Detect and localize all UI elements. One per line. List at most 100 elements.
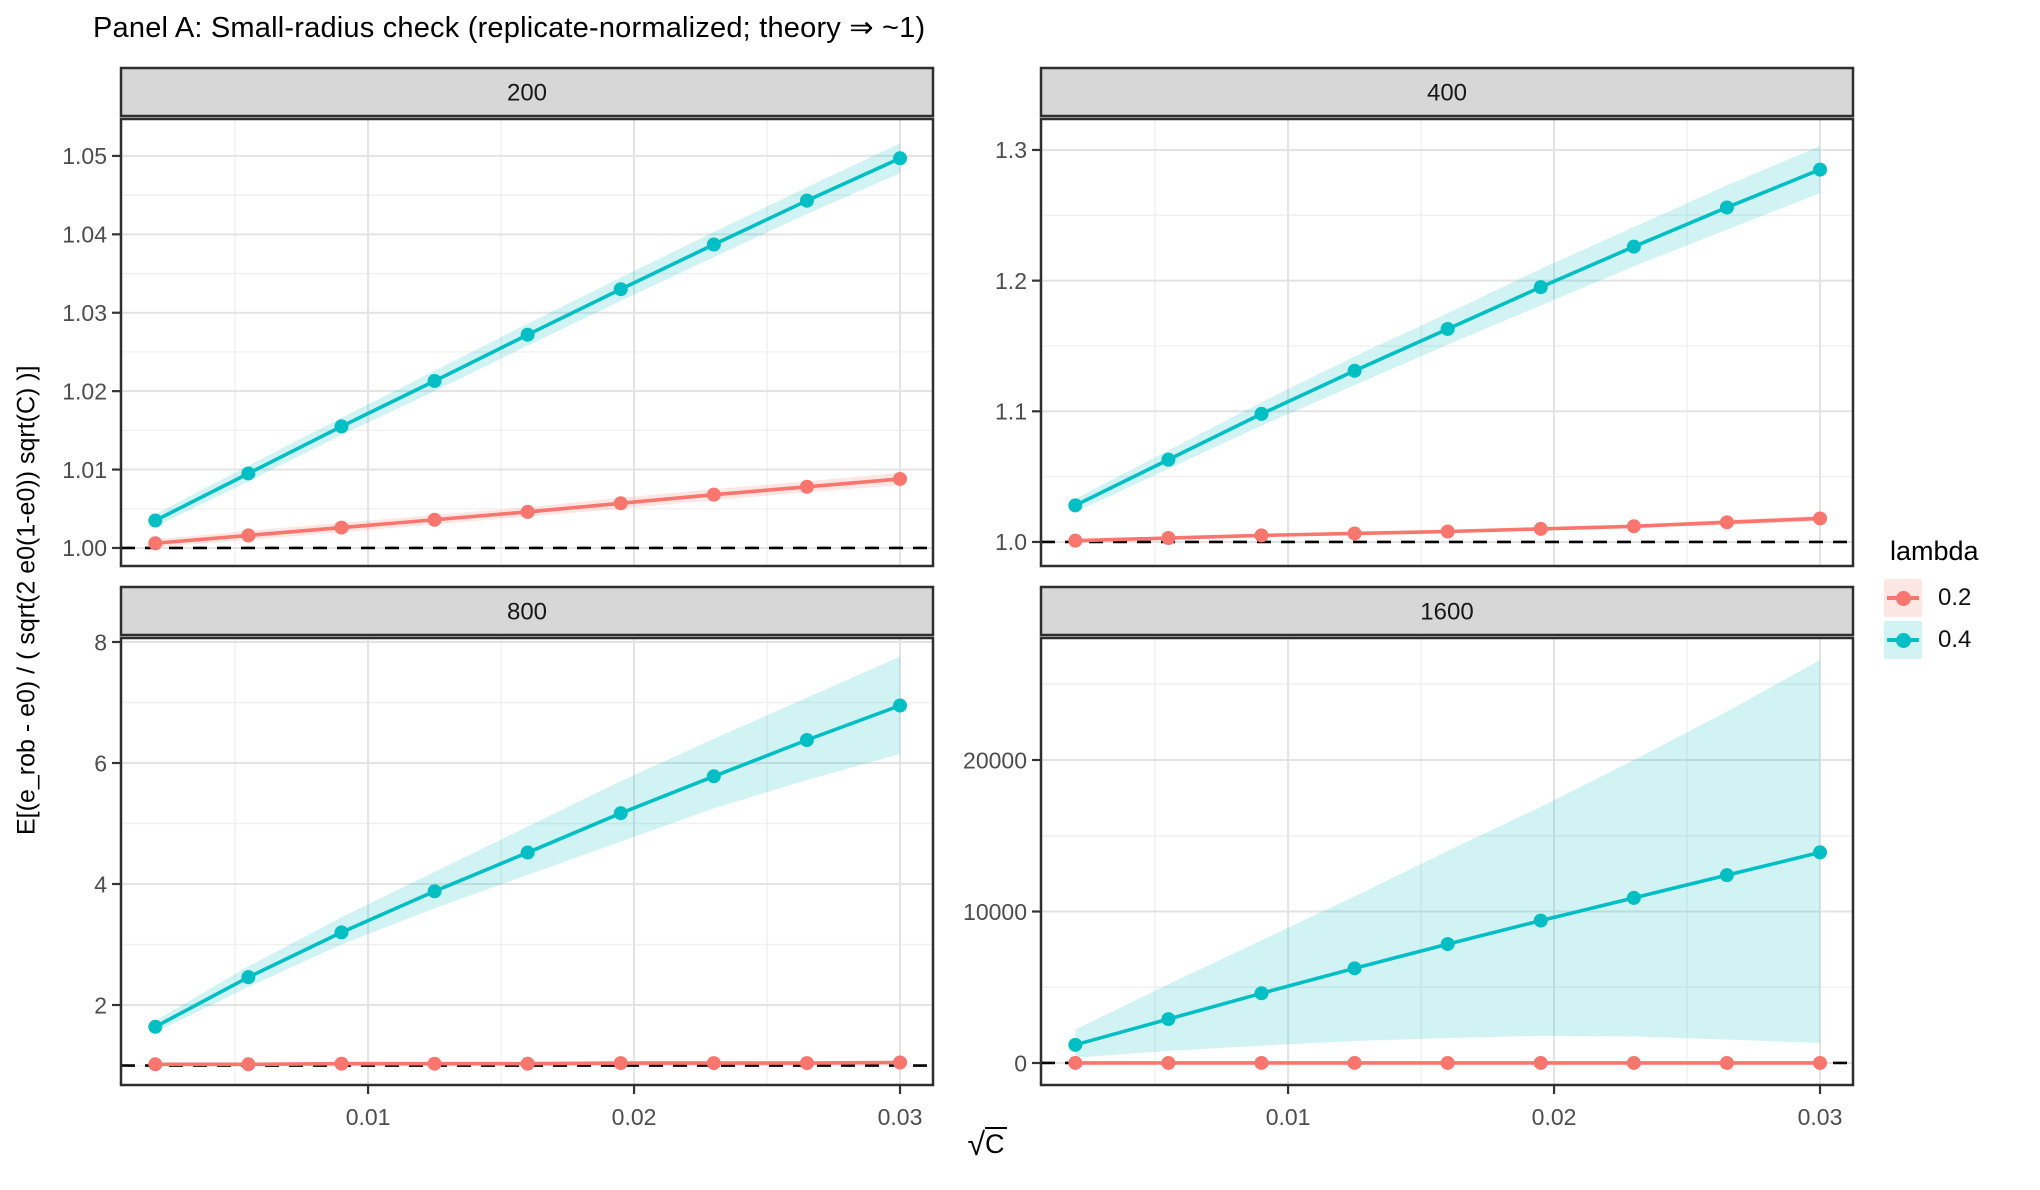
point-lambda-0.2: [241, 528, 256, 543]
point-lambda-0.4: [706, 237, 721, 252]
x-tick-label: 0.03: [1798, 1104, 1843, 1130]
point-lambda-0.4: [241, 970, 256, 985]
point-lambda-0.4: [1813, 845, 1828, 860]
point-lambda-0.4: [1626, 239, 1641, 254]
y-tick-label: 0: [1014, 1050, 1027, 1076]
point-lambda-0.4: [1719, 200, 1734, 215]
point-lambda-0.2: [706, 487, 721, 502]
point-lambda-0.4: [1533, 280, 1548, 295]
point-lambda-0.4: [334, 925, 349, 940]
y-tick-label: 1.2: [995, 268, 1027, 294]
point-lambda-0.4: [893, 698, 908, 713]
point-lambda-0.4: [148, 1019, 163, 1034]
point-lambda-0.4: [1440, 937, 1455, 952]
legend-key-dot-0: [1896, 591, 1911, 606]
y-tick-label: 1.0: [995, 529, 1027, 555]
point-lambda-0.2: [1254, 528, 1269, 543]
facet-panel-1600: 1600 0 10000 20000 0.01 0.02 0.03: [963, 585, 1855, 1130]
point-lambda-0.4: [799, 193, 814, 208]
point-lambda-0.2: [613, 496, 628, 511]
point-lambda-0.2: [1719, 515, 1734, 530]
point-lambda-0.2: [1813, 1055, 1828, 1070]
point-lambda-0.4: [1161, 1012, 1176, 1027]
legend-key-1: [1884, 621, 1922, 659]
point-lambda-0.4: [613, 282, 628, 297]
point-lambda-0.2: [706, 1056, 721, 1071]
facet-strip-label: 1600: [1420, 599, 1473, 626]
y-tick-label: 1.05: [62, 143, 107, 169]
point-lambda-0.2: [1533, 521, 1548, 536]
facet-strip-label: 800: [507, 599, 547, 626]
legend-item-lambda-02: 0.2: [1884, 579, 2034, 617]
point-lambda-0.2: [334, 520, 349, 535]
y-tick-label: 1.1: [995, 399, 1027, 425]
legend-label-0: 0.2: [1938, 584, 1972, 611]
point-lambda-0.4: [520, 845, 535, 860]
y-tick-label: 1.3: [995, 137, 1027, 163]
point-lambda-0.2: [241, 1057, 256, 1072]
point-lambda-0.4: [1347, 961, 1362, 976]
point-lambda-0.4: [334, 419, 349, 434]
point-lambda-0.4: [148, 513, 163, 528]
point-lambda-0.4: [893, 151, 908, 166]
point-lambda-0.2: [1533, 1055, 1548, 1070]
point-lambda-0.2: [1719, 1055, 1734, 1070]
point-lambda-0.4: [706, 769, 721, 784]
y-tick-label: 10000: [963, 899, 1027, 925]
point-lambda-0.2: [1626, 519, 1641, 534]
y-tick-label: 6: [94, 750, 107, 776]
facet-panel-400: 400 1.0 1.1 1.2 1.3: [995, 66, 1855, 568]
point-lambda-0.2: [1161, 1055, 1176, 1070]
sqrt-radicand: C: [985, 1127, 1007, 1159]
y-tick-label: 4: [94, 871, 107, 897]
point-lambda-0.4: [1161, 452, 1176, 467]
point-lambda-0.4: [1068, 1037, 1083, 1052]
point-lambda-0.2: [148, 536, 163, 551]
point-lambda-0.2: [1068, 533, 1083, 548]
y-tick-label: 1.03: [62, 300, 107, 326]
facet-panel-200: 200 1.00 1.01 1.02 1.03 1.04 1.05: [62, 66, 935, 568]
point-lambda-0.2: [1440, 524, 1455, 539]
point-lambda-0.2: [334, 1056, 349, 1071]
point-lambda-0.2: [1068, 1055, 1083, 1070]
legend-key-dot-1: [1896, 633, 1911, 648]
legend-key-0: [1884, 579, 1922, 617]
point-lambda-0.2: [148, 1057, 163, 1072]
y-tick-label: 1.02: [62, 378, 107, 404]
facet-strip: [119, 66, 935, 118]
point-lambda-0.4: [241, 466, 256, 481]
point-lambda-0.4: [799, 733, 814, 748]
legend: lambda 0.2 0.4: [1884, 536, 2034, 663]
point-lambda-0.4: [427, 884, 442, 899]
facet-strip: [1039, 585, 1855, 637]
point-lambda-0.4: [613, 806, 628, 821]
point-lambda-0.4: [1440, 321, 1455, 336]
point-lambda-0.2: [799, 1056, 814, 1071]
x-tick-label: 0.02: [612, 1104, 657, 1130]
legend-title: lambda: [1890, 536, 1979, 566]
y-tick-label: 1.01: [62, 457, 107, 483]
point-lambda-0.4: [520, 327, 535, 342]
point-lambda-0.2: [1626, 1055, 1641, 1070]
x-tick-label: 0.01: [1266, 1104, 1311, 1130]
point-lambda-0.4: [1347, 363, 1362, 378]
point-lambda-0.4: [1254, 986, 1269, 1001]
y-tick-label: 1.04: [62, 222, 107, 248]
y-tick-label: 1.00: [62, 535, 107, 561]
legend-item-lambda-04: 0.4: [1884, 621, 2034, 659]
point-lambda-0.2: [893, 471, 908, 486]
point-lambda-0.2: [1254, 1055, 1269, 1070]
facet-strip: [1039, 66, 1855, 118]
point-lambda-0.2: [799, 479, 814, 494]
point-lambda-0.4: [1533, 913, 1548, 928]
x-axis-title: √C: [121, 1126, 1853, 1163]
facet-strip-label: 400: [1427, 80, 1467, 107]
sqrt-radical-glyph: √: [967, 1126, 986, 1162]
y-tick-label: 20000: [963, 747, 1027, 773]
point-lambda-0.2: [613, 1056, 628, 1071]
point-lambda-0.4: [1813, 162, 1828, 177]
facet-strip: [119, 585, 935, 637]
x-tick-label: 0.02: [1532, 1104, 1577, 1130]
